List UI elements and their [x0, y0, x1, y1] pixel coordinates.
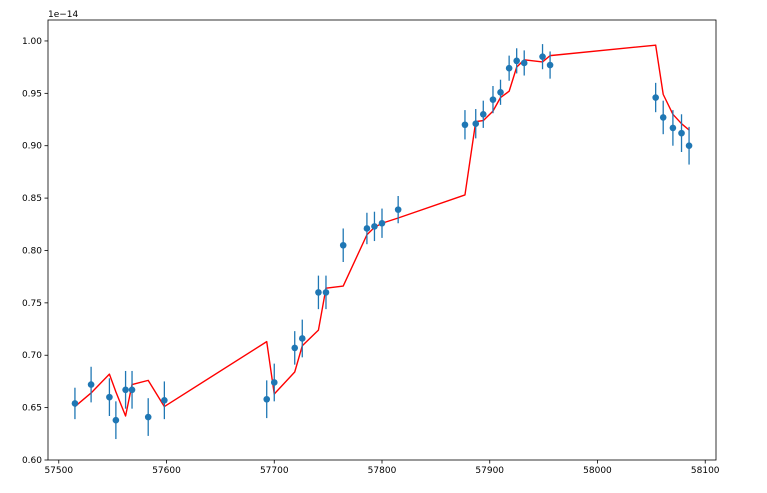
- data-point: [685, 142, 693, 150]
- data-point: [322, 289, 330, 296]
- data-point: [339, 241, 347, 249]
- fit-line-layer: [74, 44, 690, 417]
- x-tick-label: 57600: [152, 466, 181, 476]
- data-point: [669, 124, 677, 132]
- data-point: [479, 110, 487, 118]
- data-point: [315, 289, 322, 296]
- y-tick-label: 0.75: [22, 299, 42, 309]
- fit-line: [74, 44, 690, 417]
- x-tick-label: 57900: [475, 466, 504, 476]
- data-point: [378, 219, 386, 227]
- y-tick-label: 0.90: [22, 142, 42, 152]
- data-point: [122, 386, 129, 394]
- y-tick-label: 0.60: [22, 456, 42, 466]
- x-axis: 57500 57600 57700 57800 57900 58000 58100: [44, 460, 720, 476]
- x-tick-label: 57500: [44, 466, 73, 476]
- x-tick-label: 57800: [368, 466, 397, 476]
- data-point: [520, 59, 528, 67]
- data-point: [161, 396, 168, 404]
- data-point: [539, 53, 546, 60]
- data-point: [112, 416, 120, 424]
- data-point: [87, 381, 95, 388]
- data-point: [291, 344, 299, 352]
- errorbar-layer: [71, 44, 693, 440]
- x-tick-label: 58000: [583, 466, 612, 476]
- data-point: [497, 88, 504, 96]
- data-point: [106, 393, 113, 401]
- data-point: [270, 379, 278, 386]
- x-tick-label: 58100: [691, 466, 720, 476]
- data-point: [128, 386, 136, 394]
- data-point: [461, 121, 469, 129]
- data-point: [678, 129, 685, 137]
- data-point: [298, 335, 306, 342]
- data-point: [144, 413, 152, 421]
- y-tick-label: 0.80: [22, 246, 42, 256]
- x-tick-label: 57700: [260, 466, 289, 476]
- y-tick-label: 0.65: [22, 404, 42, 414]
- axes-frame: [47, 19, 717, 461]
- data-point: [659, 114, 667, 121]
- y-tick-label: 0.95: [22, 89, 42, 99]
- y-axis: 0.60 0.65 0.70 0.75 0.80 0.85 0.90 0.95 1.00: [22, 37, 48, 466]
- data-point: [505, 64, 513, 72]
- data-point: [71, 400, 79, 407]
- data-point: [489, 96, 497, 103]
- data-point: [652, 94, 659, 101]
- data-point: [371, 223, 378, 230]
- y-axis-offset-label: 1e−14: [48, 10, 79, 20]
- y-tick-label: 0.85: [22, 194, 42, 204]
- data-point: [513, 57, 520, 65]
- data-point: [472, 120, 480, 128]
- y-tick-label: 0.70: [22, 351, 42, 361]
- data-point: [263, 395, 271, 403]
- data-point: [546, 61, 554, 69]
- y-tick-label: 1.00: [22, 37, 42, 47]
- data-point: [394, 206, 402, 213]
- data-point: [363, 225, 371, 232]
